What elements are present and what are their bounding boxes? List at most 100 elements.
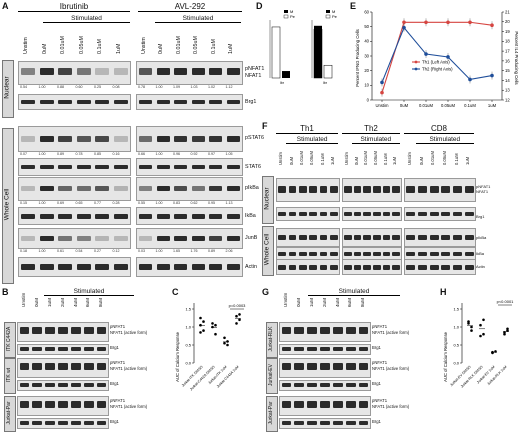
blot-band — [307, 327, 318, 334]
blot-band — [345, 363, 356, 370]
blot-band — [191, 136, 205, 142]
blot-band — [83, 421, 94, 425]
blot-band — [278, 235, 287, 240]
block-label-active: NFAT1 (active form) — [110, 404, 148, 409]
blot-band — [70, 421, 81, 425]
blot-band — [96, 401, 107, 408]
blot-band — [358, 347, 369, 351]
blot-band — [83, 347, 94, 351]
block-label-brg1: Brg1 — [372, 381, 381, 386]
quant-value: 0.60 — [75, 85, 83, 89]
blot-band — [332, 347, 343, 351]
block-label-brg1: Brg1 — [372, 345, 381, 350]
data-point — [503, 332, 506, 336]
y-tick-label: 0.0 — [453, 360, 459, 365]
lane-label: 0uM — [34, 298, 40, 307]
block-label-pnfat1: pNFAT1 — [372, 324, 388, 329]
blot-band — [344, 235, 352, 240]
lane-label: 0.01uM — [60, 36, 67, 54]
blot-band — [174, 136, 188, 142]
blot-band — [453, 235, 462, 240]
blot-band — [156, 236, 170, 241]
quant-value: 0.55 — [138, 201, 145, 205]
quant-value: 0.69 — [57, 201, 64, 205]
western-blot-left — [18, 177, 131, 201]
lane-label: 2uM — [59, 298, 65, 307]
data-point — [467, 320, 470, 323]
blot-band — [320, 347, 330, 351]
blot-band — [298, 235, 307, 240]
blot-band — [21, 186, 36, 191]
blot-band — [156, 214, 170, 219]
data-point — [223, 341, 226, 345]
blot-band — [83, 383, 94, 387]
blot-band — [345, 401, 356, 408]
quant-value: 0.18 — [20, 249, 27, 253]
blot-band — [209, 68, 223, 75]
blot-band — [358, 327, 369, 334]
western-blot — [279, 344, 371, 355]
blot-band — [58, 383, 68, 387]
y-tick-label: 0.5 — [453, 342, 459, 347]
blot-band — [288, 265, 297, 270]
blot-band — [226, 100, 240, 104]
blot-band — [174, 100, 188, 104]
blot-band — [209, 264, 223, 270]
western-blot — [279, 380, 371, 391]
series-point — [446, 20, 450, 25]
western-blot — [279, 418, 371, 429]
western-blot — [17, 322, 109, 342]
western-blot — [17, 380, 109, 391]
blot-band — [418, 265, 427, 270]
data-point — [238, 313, 241, 316]
blot-band — [418, 212, 427, 216]
western-blot-right — [136, 126, 243, 152]
blot-band — [344, 265, 352, 270]
series-point — [446, 55, 450, 59]
quant-value: 0.88 — [57, 85, 64, 89]
blot-band — [358, 421, 369, 425]
blot-band — [332, 401, 343, 408]
right-tick-label: 12 — [505, 97, 510, 102]
block-side-label: Jurkat-Par — [268, 401, 274, 425]
lane-label: 4uM — [72, 298, 78, 307]
blot-band — [320, 363, 330, 370]
blot-band — [226, 214, 240, 219]
western-blot — [404, 178, 476, 202]
left-tick-label: 0 — [367, 97, 370, 102]
blot-band — [464, 212, 474, 216]
blot-band — [191, 165, 205, 169]
left-tick-label: 40 — [364, 39, 369, 44]
y-tick-label: 1.5 — [453, 306, 459, 311]
y-tick-label: 0.5 — [185, 342, 191, 347]
blot-band — [429, 212, 439, 216]
x-tick-label: 0.01uM — [419, 103, 433, 108]
series-point — [468, 20, 472, 25]
lane-label: 8uM — [360, 298, 366, 307]
lane-label: 0uM — [288, 156, 294, 165]
f-label-nfat1: NFAT1 — [476, 189, 489, 194]
blot-band — [45, 401, 56, 408]
blot-band — [19, 347, 30, 351]
quant-value: 1.00 — [155, 201, 163, 205]
bar-m — [282, 71, 290, 78]
blot-band — [294, 421, 305, 425]
blot-band — [441, 265, 451, 270]
blot-band — [382, 186, 391, 193]
western-blot-left — [18, 94, 131, 110]
western-blot-left — [18, 257, 131, 277]
blot-band — [45, 363, 56, 370]
f-group-header: Th1 — [276, 124, 338, 134]
blot-band — [363, 265, 371, 270]
data-point — [202, 320, 205, 323]
d-legend-pe-2: Pe — [332, 14, 338, 19]
blot-band — [113, 136, 128, 142]
blot-band — [281, 363, 292, 370]
blot-band — [329, 235, 338, 240]
series-point — [380, 80, 384, 85]
quant-value: 0.66 — [138, 152, 145, 156]
blot-band — [19, 421, 30, 425]
blot-band — [320, 327, 330, 334]
blot-band — [441, 212, 451, 216]
blot-band — [392, 212, 400, 216]
